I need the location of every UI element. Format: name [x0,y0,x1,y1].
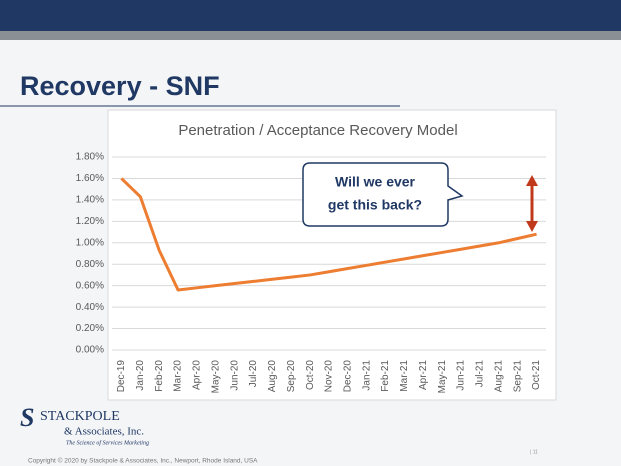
callout-text: Will we ever [335,174,416,190]
x-tick-label: May-20 [210,360,221,394]
logo-mark: S [20,403,34,432]
x-tick-label: Apr-20 [192,360,203,390]
x-tick-label: Aug-20 [267,360,278,393]
logo-tagline: The Science of Services Marketing [66,439,149,446]
callout-text: get this back? [328,197,422,213]
x-tick-label: Dec-20 [343,360,354,393]
x-tick-label: Sep-21 [512,360,523,393]
x-tick-label: Jun-20 [229,360,240,391]
x-tick-label: Jan-20 [135,360,146,391]
line [120,177,537,292]
logo-name: STACKPOLE [40,409,120,424]
plot: 0.00% 0.20% 0.40% 0.60% 0.80% 1.00% 1.20% 1.40%… [76,152,546,394]
x-tick-label: Apr-21 [418,360,429,390]
y-tick-label: 1.40% [76,195,104,206]
y-tick-label: 0.80% [76,259,104,270]
x-tick-label: Mar-20 [173,360,184,392]
logo-line2: & Associates, Inc. [64,426,144,438]
x-tick-label: Aug-21 [493,360,504,393]
x-tick-label: Feb-21 [380,360,391,392]
y-tick-label: 0.20% [76,323,104,334]
x-tick-label: Mar-21 [399,360,410,392]
x-tick-label: Sep-20 [286,360,297,393]
y-tick-label: 0.00% [76,345,104,356]
x-tick-label: Jul-20 [248,360,259,388]
x-tick-label: Jul-21 [475,360,486,388]
top-band [0,0,621,31]
slide-title: Recovery - SNF [20,71,220,101]
callout-box [302,162,464,227]
page-number: | 11 [530,449,538,455]
red-arrow [526,175,538,232]
callout: Will we ever get this back? [302,162,464,227]
chart-title: Penetration / Acceptance Recovery Model [178,122,457,139]
x-tick-label: Jun-21 [456,360,467,391]
y-tick-label: 1.80% [76,152,104,163]
x-tick-label: Jan-21 [361,360,372,391]
grey-stripe [0,31,621,40]
x-tick-label: Dec-19 [116,360,127,393]
x-tick-label: Oct-20 [305,360,316,390]
x-tick-label: Nov-20 [324,360,335,393]
copyright: Copyright © 2020 by Stackpole & Associat… [28,457,258,465]
y-tick-label: 1.20% [76,216,104,227]
x-tick-label: May-21 [437,360,448,394]
x-tick-label: Oct-21 [531,360,542,390]
arrow-head [526,175,538,186]
arrow-head [526,221,538,232]
y-tick-label: 1.00% [76,237,104,248]
logo: S STACKPOLE & Associates, Inc. The Scien… [20,403,149,446]
y-tick-label: 1.60% [76,173,104,184]
y-tick-label: 0.60% [76,280,104,291]
chart-box [107,109,557,401]
y-tick-label: 0.40% [76,302,104,313]
x-tick-label: Feb-20 [154,360,165,392]
